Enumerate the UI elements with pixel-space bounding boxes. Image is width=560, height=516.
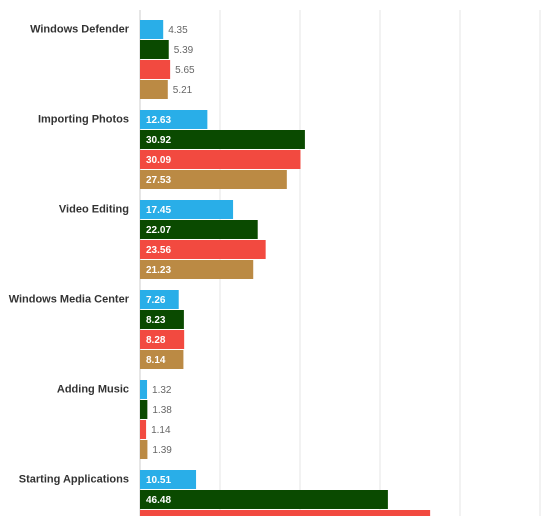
value-label: 30.92	[146, 135, 171, 146]
value-label: 8.28	[146, 335, 166, 346]
bar	[140, 170, 287, 189]
bar	[140, 40, 169, 59]
value-label: 17.45	[146, 205, 171, 216]
bar	[140, 510, 431, 516]
category-label: Importing Photos	[38, 113, 129, 125]
value-label: 1.32	[152, 385, 172, 396]
value-label: 5.21	[173, 85, 193, 96]
value-label: 1.38	[152, 405, 172, 416]
bar	[140, 400, 148, 419]
value-label: 4.35	[168, 25, 188, 36]
bar	[140, 240, 266, 259]
category-label: Windows Media Center	[9, 293, 130, 305]
bar	[140, 440, 148, 459]
bar	[140, 310, 184, 329]
bar	[140, 150, 301, 169]
bar	[140, 200, 234, 219]
bar	[140, 110, 208, 129]
category-label: Starting Applications	[19, 473, 129, 485]
bar	[140, 350, 184, 369]
value-label: 10.51	[146, 475, 171, 486]
value-label: 1.14	[151, 425, 171, 436]
value-label: 21.23	[146, 265, 171, 276]
value-label: 46.48	[146, 495, 171, 506]
bar	[140, 130, 305, 149]
bar	[140, 420, 147, 439]
bar	[140, 220, 258, 239]
bar	[140, 490, 388, 509]
value-label: 8.14	[146, 355, 166, 366]
value-label: 5.39	[174, 45, 194, 56]
value-label: 7.26	[146, 295, 166, 306]
value-label: 5.65	[175, 65, 195, 76]
value-label: 23.56	[146, 245, 171, 256]
value-label: 8.23	[146, 315, 166, 326]
bar	[140, 380, 148, 399]
bar	[140, 290, 179, 309]
bar	[140, 260, 254, 279]
value-label: 22.07	[146, 225, 171, 236]
value-label: 12.63	[146, 115, 171, 126]
category-label: Video Editing	[59, 203, 129, 215]
bar	[140, 470, 197, 489]
value-label: 1.39	[152, 445, 172, 456]
bar	[140, 330, 185, 349]
category-label: Windows Defender	[30, 23, 130, 35]
bar	[140, 80, 168, 99]
bar	[140, 60, 171, 79]
value-label: 30.09	[146, 155, 171, 166]
bar	[140, 20, 164, 39]
value-label: 27.53	[146, 175, 171, 186]
category-label: Adding Music	[57, 383, 129, 395]
